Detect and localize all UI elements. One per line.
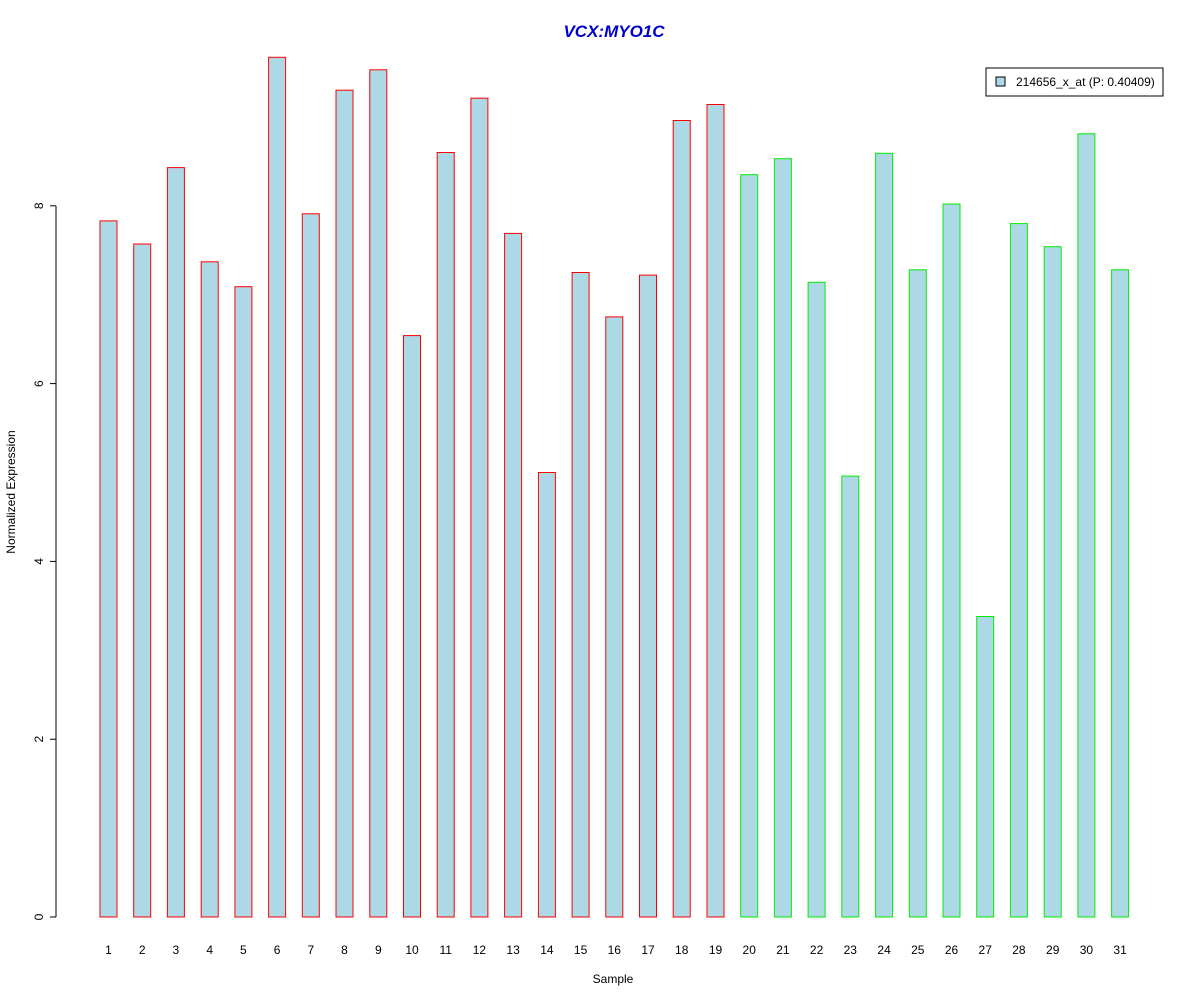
x-tick-label: 15 [574, 943, 588, 957]
x-tick-label: 14 [540, 943, 554, 957]
bar [1043, 246, 1062, 918]
bar [99, 220, 118, 918]
bar [301, 213, 320, 918]
legend-swatch [995, 76, 1006, 87]
bar [268, 56, 287, 918]
bar [335, 89, 354, 918]
x-tick-label: 28 [1012, 943, 1026, 957]
bar [740, 174, 759, 918]
x-tick-label: 17 [641, 943, 655, 957]
bar [875, 152, 894, 918]
bar [166, 167, 185, 918]
y-tick-label: 6 [32, 380, 46, 387]
x-axis-label: Sample [593, 972, 634, 986]
y-axis: 0 2 4 6 8 [32, 202, 57, 920]
y-tick-label: 4 [32, 558, 46, 565]
x-tick-label: 22 [810, 943, 824, 957]
x-axis-tick-labels: 1 2 3 4 5 6 7 8 9 10 11 12 13 14 15 16 17 18 19 20 21 22 23 24 2… [105, 943, 1127, 957]
bars [99, 56, 1130, 918]
bar [234, 286, 253, 918]
x-tick-label: 29 [1046, 943, 1060, 957]
bar [807, 281, 826, 918]
x-tick-label: 1 [105, 943, 112, 957]
bar [1111, 269, 1130, 918]
x-tick-label: 3 [173, 943, 180, 957]
x-tick-label: 19 [709, 943, 723, 957]
x-tick-label: 13 [506, 943, 520, 957]
bar [773, 158, 792, 918]
bar [908, 269, 927, 918]
bar [200, 261, 219, 918]
bar [639, 274, 657, 918]
chart-title: VCX:MYO1C [563, 22, 665, 41]
legend-entry-label: 214656_x_at (P: 0.40409) [1016, 75, 1155, 89]
x-tick-label: 2 [139, 943, 146, 957]
bar [537, 472, 556, 918]
bar [976, 616, 995, 918]
bar [1077, 133, 1096, 918]
x-tick-label: 7 [307, 943, 314, 957]
y-axis-label: Normalized Expression [4, 430, 18, 553]
bar [605, 316, 624, 918]
x-tick-label: 23 [844, 943, 858, 957]
x-tick-label: 9 [375, 943, 382, 957]
x-tick-label: 12 [473, 943, 487, 957]
bar [403, 335, 421, 918]
x-tick-label: 31 [1113, 943, 1127, 957]
x-tick-label: 18 [675, 943, 689, 957]
x-tick-label: 26 [945, 943, 959, 957]
bar [133, 243, 152, 918]
x-tick-label: 8 [341, 943, 348, 957]
legend-box [985, 67, 1164, 97]
x-tick-label: 4 [206, 943, 213, 957]
bar [369, 69, 388, 918]
y-tick-label: 8 [32, 202, 46, 209]
x-tick-label: 30 [1080, 943, 1094, 957]
legend: 214656_x_at (P: 0.40409) [985, 67, 1164, 97]
x-tick-label: 10 [405, 943, 419, 957]
x-tick-label: 16 [608, 943, 622, 957]
x-tick-label: 20 [743, 943, 757, 957]
bar [504, 232, 523, 918]
bar [942, 203, 961, 918]
x-tick-label: 27 [979, 943, 993, 957]
x-tick-label: 11 [439, 943, 452, 957]
bar [1009, 223, 1028, 918]
x-tick-label: 25 [911, 943, 925, 957]
x-tick-label: 21 [776, 943, 790, 957]
bar [841, 475, 860, 918]
x-tick-label: 5 [240, 943, 247, 957]
bar [436, 152, 455, 918]
bar [672, 120, 691, 918]
x-tick-label: 24 [877, 943, 891, 957]
y-tick-label: 2 [32, 736, 46, 743]
bar [470, 97, 489, 918]
x-tick-label: 6 [274, 943, 281, 957]
bar [706, 104, 725, 918]
bar [571, 272, 590, 918]
y-tick-label: 0 [32, 913, 46, 920]
